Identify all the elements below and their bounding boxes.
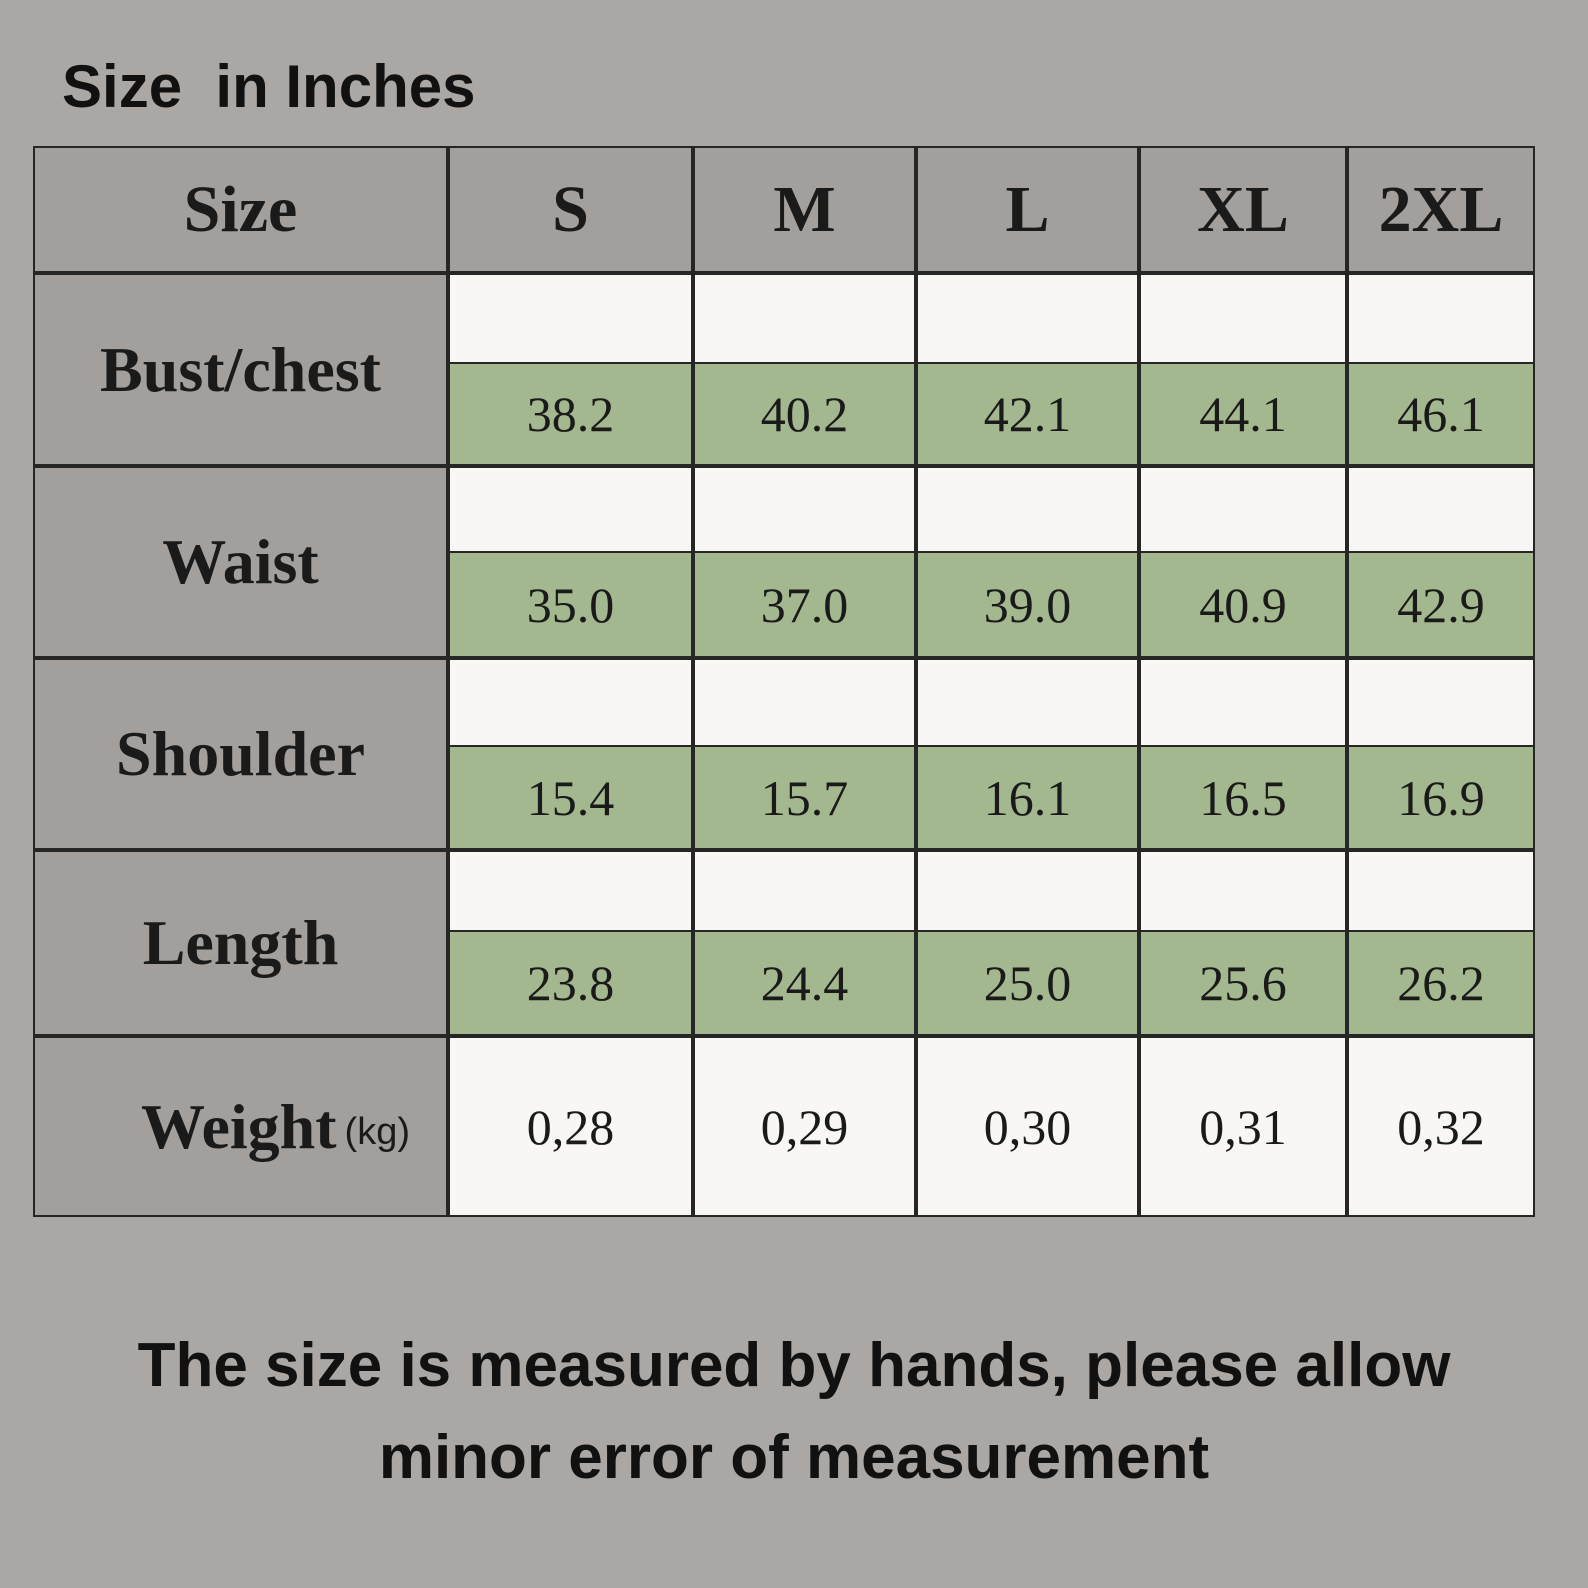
value-cell: 0,30 bbox=[918, 1038, 1137, 1215]
value-cell: 25.6 bbox=[1141, 932, 1345, 1034]
spacer-cell bbox=[1141, 852, 1345, 930]
spacer-cell bbox=[918, 660, 1137, 745]
header-cell: L bbox=[918, 148, 1137, 271]
footer-line: The size is measured by hands, please al… bbox=[137, 1331, 1451, 1400]
spacer-cell bbox=[1349, 468, 1533, 551]
row-label: Shoulder bbox=[35, 660, 446, 848]
spacer-cell bbox=[1141, 660, 1345, 745]
label-text: Waist bbox=[162, 526, 319, 597]
spacer-cell bbox=[1141, 468, 1345, 551]
value-cell: 16.5 bbox=[1141, 747, 1345, 848]
spacer-cell bbox=[450, 275, 691, 362]
spacer-cell bbox=[1349, 660, 1533, 745]
spacer-cell bbox=[918, 852, 1137, 930]
spacer-cell bbox=[1349, 852, 1533, 930]
value-cell: 0,32 bbox=[1349, 1038, 1533, 1215]
value-cell: 23.8 bbox=[450, 932, 691, 1034]
header-cell: 2XL bbox=[1349, 148, 1533, 271]
value-cell: 40.9 bbox=[1141, 553, 1345, 656]
spacer-cell bbox=[695, 852, 914, 930]
header-cell: Size bbox=[35, 148, 446, 271]
header-cell: S bbox=[450, 148, 691, 271]
label-text: Length bbox=[142, 907, 339, 978]
unit: (kg) bbox=[344, 1111, 410, 1153]
value-cell: 0,31 bbox=[1141, 1038, 1345, 1215]
label-text: Weight bbox=[140, 1090, 337, 1162]
title: Size in Inches bbox=[62, 53, 476, 120]
spacer-cell bbox=[918, 275, 1137, 362]
label-text: Bust/chest bbox=[100, 333, 381, 405]
value-cell: 42.1 bbox=[918, 364, 1137, 464]
spacer-cell bbox=[695, 275, 914, 362]
row-label: Weight (kg) bbox=[35, 1038, 446, 1215]
value-cell: 46.1 bbox=[1349, 364, 1533, 464]
value-cell: 42.9 bbox=[1349, 553, 1533, 656]
row-label: Length bbox=[35, 852, 446, 1034]
footer-line: minor error of measurement bbox=[378, 1423, 1210, 1492]
value-cell: 24.4 bbox=[695, 932, 914, 1034]
value-cell: 0,28 bbox=[450, 1038, 691, 1215]
row-label: Bust/chest bbox=[35, 275, 446, 464]
value-cell: 38.2 bbox=[450, 364, 691, 464]
value-cell: 15.7 bbox=[695, 747, 914, 848]
value-cell: 37.0 bbox=[695, 553, 914, 656]
value-cell: 16.9 bbox=[1349, 747, 1533, 848]
spacer-cell bbox=[695, 468, 914, 551]
value-cell: 35.0 bbox=[450, 553, 691, 656]
label-text: Shoulder bbox=[116, 718, 365, 789]
value-cell: 40.2 bbox=[695, 364, 914, 464]
header-cell: M bbox=[695, 148, 914, 271]
spacer-cell bbox=[450, 660, 691, 745]
value-cell: 26.2 bbox=[1349, 932, 1533, 1034]
value-cell: 25.0 bbox=[918, 932, 1137, 1034]
spacer-cell bbox=[695, 660, 914, 745]
value-cell: 16.1 bbox=[918, 747, 1137, 848]
spacer-cell bbox=[1349, 275, 1533, 362]
spacer-cell bbox=[918, 468, 1137, 551]
header-cell: XL bbox=[1141, 148, 1345, 271]
row-label: Waist bbox=[35, 468, 446, 656]
value-cell: 39.0 bbox=[918, 553, 1137, 656]
value-cell: 15.4 bbox=[450, 747, 691, 848]
spacer-cell bbox=[1141, 275, 1345, 362]
size-table: Size S M L XL 2XL Bust/chest 38.2 40.2 42.1 44.1 46… bbox=[33, 146, 1535, 1217]
spacer-cell bbox=[450, 468, 691, 551]
spacer-cell bbox=[450, 852, 691, 930]
value-cell: 44.1 bbox=[1141, 364, 1345, 464]
value-cell: 0,29 bbox=[695, 1038, 914, 1215]
